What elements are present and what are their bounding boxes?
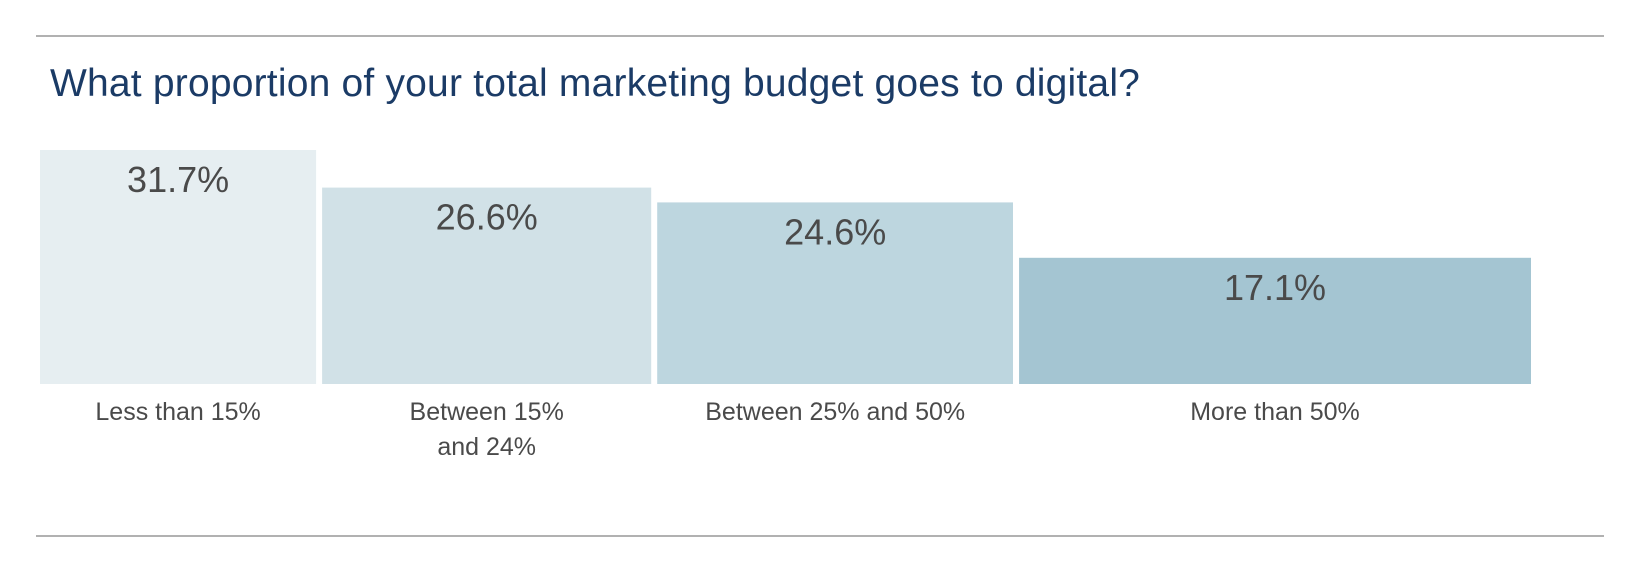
- category-label-2-line-2: and 24%: [437, 433, 536, 461]
- category-label-4: More than 50%: [1190, 398, 1360, 426]
- bar-1: [40, 150, 317, 384]
- bottom-divider: [36, 535, 1604, 537]
- category-label-1: Less than 15%: [95, 398, 260, 426]
- bar-value-label-1: 31.7%: [127, 159, 229, 200]
- bar-2: [322, 187, 652, 384]
- bar-value-label-2: 26.6%: [436, 197, 538, 238]
- bar-4: [1019, 257, 1531, 384]
- bar-value-label-3: 24.6%: [784, 211, 886, 252]
- category-label-3: Between 25% and 50%: [705, 398, 965, 426]
- bar-3: [657, 202, 1013, 384]
- chart-title: What proportion of your total marketing …: [50, 62, 1141, 105]
- bar-value-label-4: 17.1%: [1224, 267, 1326, 308]
- top-divider: [36, 35, 1604, 37]
- category-label-2-line-1: Between 15%: [410, 398, 564, 426]
